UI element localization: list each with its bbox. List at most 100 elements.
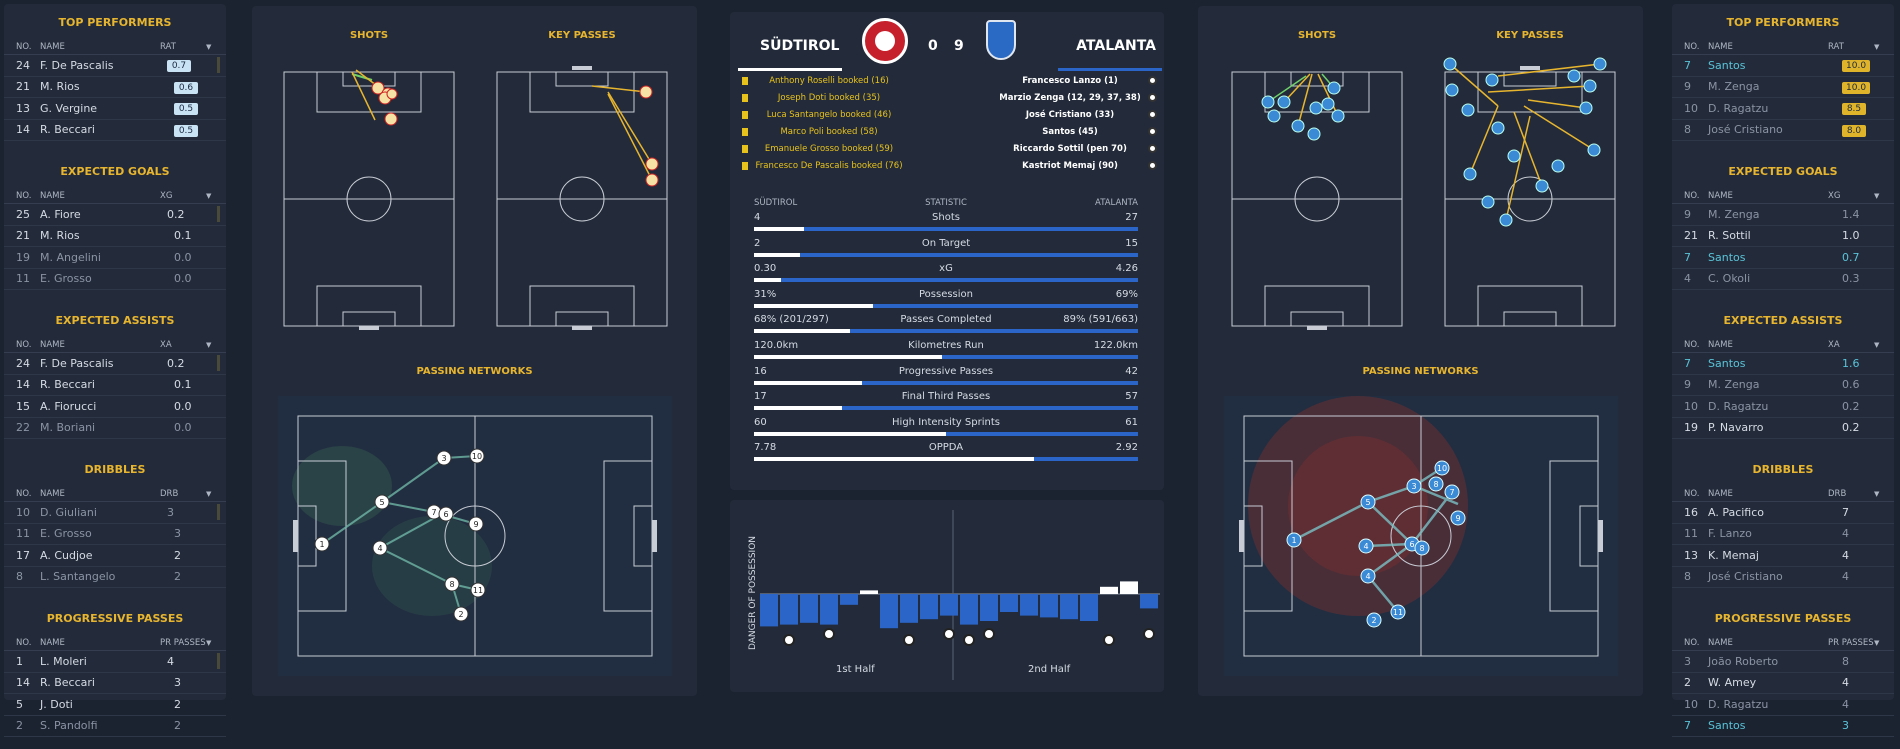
player-name[interactable]: M. Zenga — [1708, 378, 1760, 392]
sort-icon[interactable]: ▼ — [1874, 638, 1880, 647]
table-row[interactable]: 8 L. Santangelo 2 — [4, 567, 226, 588]
stat-value: 0.2 — [1842, 421, 1860, 435]
player-name[interactable]: K. Memaj — [1708, 548, 1759, 562]
player-name[interactable]: E. Grosso — [40, 272, 92, 286]
player-name[interactable]: João Roberto — [1708, 654, 1779, 668]
sort-icon[interactable]: ▼ — [1874, 191, 1880, 200]
table-row[interactable]: 21 R. Sottil 1.0 — [1672, 226, 1894, 247]
table-row[interactable]: 17 A. Cudjoe 2 — [4, 545, 226, 567]
player-name[interactable]: Santos — [1708, 250, 1746, 264]
table-row[interactable]: 10 D. Ragatzu 0.2 — [1672, 396, 1894, 418]
table-row[interactable]: 3 João Roberto 8 — [1672, 651, 1894, 673]
table-row[interactable]: 24 F. De Pascalis 0.2 — [4, 353, 226, 375]
player-name[interactable]: F. De Pascalis — [40, 58, 114, 72]
player-name[interactable]: M. Rios — [40, 229, 80, 243]
table-row[interactable]: 14 R. Beccari 0.1 — [4, 375, 226, 396]
home-shots-title: SHOTS — [349, 30, 389, 41]
player-name[interactable]: D. Ragatzu — [1708, 101, 1769, 115]
table-row[interactable]: 9 M. Zenga 10.0 — [1672, 77, 1894, 98]
player-name[interactable]: R. Sottil — [1708, 229, 1751, 243]
table-row[interactable]: 10 D. Ragatzu 8.5 — [1672, 98, 1894, 120]
sort-icon[interactable]: ▼ — [1874, 489, 1880, 498]
player-name[interactable]: R. Beccari — [40, 123, 95, 137]
table-row[interactable]: 2 W. Amey 4 — [1672, 673, 1894, 694]
player-name[interactable]: J. Doti — [40, 697, 73, 711]
player-name[interactable]: E. Grosso — [40, 527, 92, 541]
table-row[interactable]: 11 F. Lanzo 4 — [1672, 524, 1894, 545]
table-row[interactable]: 10 D. Ragatzu 4 — [1672, 694, 1894, 716]
player-name[interactable]: R. Beccari — [40, 378, 95, 392]
player-name[interactable]: D. Giuliani — [40, 505, 97, 519]
player-name[interactable]: M. Boriani — [40, 421, 96, 435]
player-name[interactable]: P. Navarro — [1708, 421, 1764, 435]
stat-value: 0.0 — [174, 421, 192, 435]
player-name[interactable]: D. Ragatzu — [1708, 399, 1769, 413]
sort-icon[interactable]: ▼ — [206, 489, 212, 498]
table-row[interactable]: 1 L. Moleri 4 — [4, 651, 226, 673]
player-name[interactable]: José Cristiano — [1708, 570, 1783, 584]
table-row[interactable]: 14 R. Beccari 3 — [4, 673, 226, 694]
table-row[interactable]: 13 G. Vergine 0.5 — [4, 98, 226, 120]
stat-bar — [754, 380, 1138, 385]
player-name[interactable]: A. Fiorucci — [40, 399, 97, 413]
sort-icon[interactable]: ▼ — [206, 191, 212, 200]
player-name[interactable]: S. Pandolfi — [40, 719, 98, 733]
table-row[interactable]: 10 D. Giuliani 3 — [4, 502, 226, 524]
player-name[interactable]: José Cristiano — [1708, 123, 1783, 137]
table-row[interactable]: 8 José Cristiano 8.0 — [1672, 120, 1894, 141]
table-row[interactable]: 7 Santos 0.7 — [1672, 247, 1894, 269]
player-name[interactable]: M. Rios — [40, 80, 80, 94]
table-row[interactable]: 25 A. Fiore 0.2 — [4, 204, 226, 226]
player-name[interactable]: A. Cudjoe — [40, 548, 93, 562]
table-row[interactable]: 21 M. Rios 0.1 — [4, 226, 226, 247]
stat-value: 0.7 — [1842, 250, 1860, 264]
player-name[interactable]: M. Zenga — [1708, 80, 1760, 94]
table-row[interactable]: 11 E. Grosso 3 — [4, 524, 226, 545]
table-row[interactable]: 19 M. Angelini 0.0 — [4, 247, 226, 269]
table-row[interactable]: 21 M. Rios 0.6 — [4, 77, 226, 98]
player-name[interactable]: M. Zenga — [1708, 207, 1760, 221]
sort-icon[interactable]: ▼ — [206, 42, 212, 51]
table-row[interactable]: 9 M. Zenga 0.6 — [1672, 375, 1894, 396]
table-row[interactable]: 9 M. Zenga 1.4 — [1672, 204, 1894, 226]
player-name[interactable]: A. Pacifico — [1708, 505, 1765, 519]
player-name[interactable]: L. Santangelo — [40, 570, 116, 584]
player-name[interactable]: D. Ragatzu — [1708, 697, 1769, 711]
table-row[interactable]: 11 E. Grosso 0.0 — [4, 269, 226, 290]
sort-icon[interactable]: ▼ — [206, 340, 212, 349]
table-row[interactable]: 15 A. Fiorucci 0.0 — [4, 396, 226, 418]
table-row[interactable]: 13 K. Memaj 4 — [1672, 545, 1894, 567]
player-name[interactable]: A. Fiore — [40, 207, 81, 221]
stat-value: 3 — [174, 527, 181, 541]
table-row[interactable]: 19 P. Navarro 0.2 — [1672, 418, 1894, 439]
player-name[interactable]: Santos — [1708, 356, 1746, 370]
player-name[interactable]: C. Okoli — [1708, 272, 1751, 286]
player-name[interactable]: F. Lanzo — [1708, 527, 1752, 541]
player-name[interactable]: W. Amey — [1708, 676, 1757, 690]
table-row[interactable]: 2 S. Pandolfi 2 — [4, 716, 226, 737]
table-row[interactable]: 4 C. Okoli 0.3 — [1672, 269, 1894, 290]
player-name[interactable]: L. Moleri — [40, 654, 87, 668]
player-name[interactable]: Santos — [1708, 58, 1746, 72]
player-name[interactable]: R. Beccari — [40, 676, 95, 690]
goal-ball-icon — [823, 628, 835, 640]
table-row[interactable]: 16 A. Pacifico 7 — [1672, 502, 1894, 524]
sort-icon[interactable]: ▼ — [1874, 340, 1880, 349]
table-row[interactable]: 5 J. Doti 2 — [4, 694, 226, 716]
sort-icon[interactable]: ▼ — [1874, 42, 1880, 51]
player-name[interactable]: M. Angelini — [40, 250, 101, 264]
table-row[interactable]: 7 Santos 10.0 — [1672, 55, 1894, 77]
table-row[interactable]: 24 F. De Pascalis 0.7 — [4, 55, 226, 77]
table-row[interactable]: 7 Santos 3 — [1672, 716, 1894, 737]
table-row[interactable]: 8 José Cristiano 4 — [1672, 567, 1894, 588]
player-name[interactable]: F. De Pascalis — [40, 356, 114, 370]
player-name[interactable]: G. Vergine — [40, 101, 98, 115]
table-row[interactable]: 22 M. Boriani 0.0 — [4, 418, 226, 439]
table-row[interactable]: 7 Santos 1.6 — [1672, 353, 1894, 375]
sort-icon[interactable]: ▼ — [206, 638, 212, 647]
stats-header-home: SÜDTIROL — [754, 198, 798, 208]
stat-bar — [754, 457, 1138, 462]
table-row[interactable]: 14 R. Beccari 0.5 — [4, 120, 226, 141]
stat-bar — [754, 355, 1138, 359]
player-name[interactable]: Santos — [1708, 719, 1746, 733]
